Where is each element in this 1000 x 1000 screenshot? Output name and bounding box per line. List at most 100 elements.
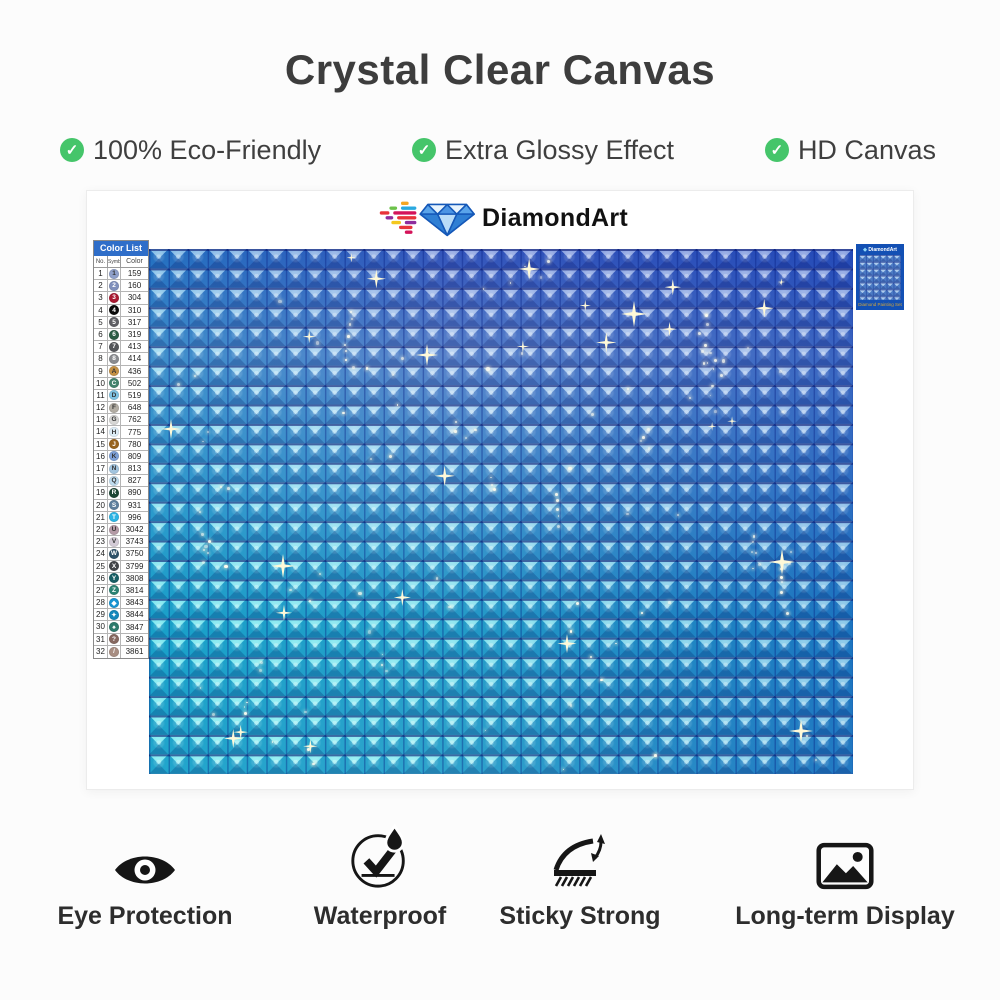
color-row-code: 310 <box>127 305 142 315</box>
brand-name: DiamondArt <box>481 203 629 232</box>
column-color: Color <box>126 258 143 265</box>
sparkle <box>201 533 204 536</box>
symbol-circle-icon: C <box>109 378 119 389</box>
product-thumbnail: ◆ DiamondArt Diamond Painting Set <box>856 244 904 310</box>
color-symbol-swatch: N <box>108 463 121 475</box>
color-row-no: 4 <box>94 304 108 316</box>
sparkle-star <box>416 344 438 366</box>
color-row-code: 3847 <box>125 622 144 632</box>
sparkle <box>206 431 209 434</box>
sparkle-star <box>393 588 411 607</box>
sparkle-star <box>302 330 316 344</box>
sparkle <box>787 562 791 566</box>
sparkle <box>492 488 496 492</box>
color-row: 32/ 3861 <box>94 645 148 658</box>
sparkle <box>224 565 228 569</box>
sparkle-star <box>777 278 786 286</box>
sparkle <box>757 562 761 566</box>
check-icon: ✓ <box>411 138 436 162</box>
feature-hd-canvas: ✓ HD Canvas <box>764 135 936 166</box>
color-symbol-swatch: G <box>108 414 121 426</box>
color-row-no: 5 <box>94 316 108 328</box>
sparkle <box>347 335 350 338</box>
sparkle <box>318 573 321 576</box>
sparkle <box>490 476 492 478</box>
sparkle <box>201 440 204 443</box>
bottom-feature-label: Eye Protection <box>57 902 233 930</box>
sparkle <box>615 642 617 645</box>
color-row: 20 S 931 <box>94 499 148 512</box>
sparkle <box>342 411 345 414</box>
sparkle-star <box>727 416 737 426</box>
symbol-circle-icon: J <box>109 439 119 450</box>
symbol-circle-icon: ✦ <box>109 609 119 620</box>
sparkle <box>653 753 657 757</box>
color-symbol-swatch: 2 <box>108 280 121 292</box>
sparkle <box>509 281 512 284</box>
color-list: Color List No. Symbol Color 111592216033… <box>93 240 149 659</box>
sparkle <box>244 712 248 715</box>
color-row-code: 436 <box>127 366 142 376</box>
sparkle-star <box>516 340 530 353</box>
color-symbol-swatch: / <box>108 645 121 658</box>
color-symbol-swatch: 7 <box>108 341 121 353</box>
sparkle <box>570 630 573 633</box>
color-row-no: 15 <box>94 438 108 450</box>
sparkle <box>642 436 645 439</box>
sparkle <box>555 492 559 496</box>
sparkle <box>436 577 439 580</box>
feature-eco-friendly: ✓ 100% Eco-Friendly <box>60 135 321 166</box>
bottom-feature-eye-protection: Eye Protection <box>0 822 290 931</box>
sparkle <box>392 373 395 377</box>
color-row: 8 8 414 <box>94 353 148 366</box>
sparkle-star <box>557 633 577 654</box>
color-row-no: 12 <box>94 402 108 414</box>
symbol-circle-icon: H <box>109 427 119 438</box>
symbol-circle-icon: 8 <box>109 353 119 364</box>
color-row-no: 21 <box>94 511 108 523</box>
color-row-code: 3860 <box>125 634 144 644</box>
sparkle <box>350 317 354 321</box>
symbol-circle-icon: F <box>109 402 119 413</box>
sparkle <box>352 365 356 369</box>
color-row: 6 6 319 <box>94 328 148 342</box>
color-symbol-swatch: ♠ <box>108 621 121 633</box>
symbol-circle-icon: N <box>109 463 119 474</box>
color-row-no: 14 <box>94 426 108 438</box>
sparkle <box>712 368 715 371</box>
color-row: 14 H 775 <box>94 426 148 439</box>
color-symbol-swatch: ◆ <box>108 597 121 609</box>
sparkle-star <box>366 269 386 289</box>
symbol-circle-icon: 6 <box>109 329 119 340</box>
sparkle <box>304 711 307 714</box>
color-row-code: 3808 <box>125 573 144 583</box>
color-row: 31? 3860 <box>94 633 148 646</box>
color-symbol-swatch: U <box>108 523 121 536</box>
sparkle <box>204 545 208 549</box>
sparkle <box>714 410 717 413</box>
symbol-circle-icon: ? <box>109 634 119 645</box>
color-symbol-swatch: 1 <box>108 268 121 280</box>
sparkle <box>486 367 490 371</box>
sparkle <box>780 575 784 579</box>
sparkle <box>709 394 711 397</box>
sparkle-star <box>662 321 677 337</box>
sparkle-star <box>789 719 813 743</box>
color-list-title: Color List <box>94 241 148 256</box>
sparkle <box>781 581 783 583</box>
sparkle <box>312 763 315 766</box>
sparkle <box>520 352 524 355</box>
color-row-code: 319 <box>127 330 142 340</box>
sparkle <box>490 483 494 487</box>
color-row-no: 3 <box>94 292 108 304</box>
symbol-circle-icon: G <box>109 414 119 425</box>
symbol-circle-icon: S <box>109 500 119 511</box>
sparkle <box>752 567 754 570</box>
sticky-strong-icon <box>551 822 609 890</box>
color-row-no: 24 <box>94 548 108 560</box>
column-no: No. <box>94 256 108 267</box>
sparkle <box>790 551 793 554</box>
sparkle-star <box>303 739 318 754</box>
color-symbol-swatch: Q <box>108 475 121 487</box>
sparkle <box>211 712 215 716</box>
